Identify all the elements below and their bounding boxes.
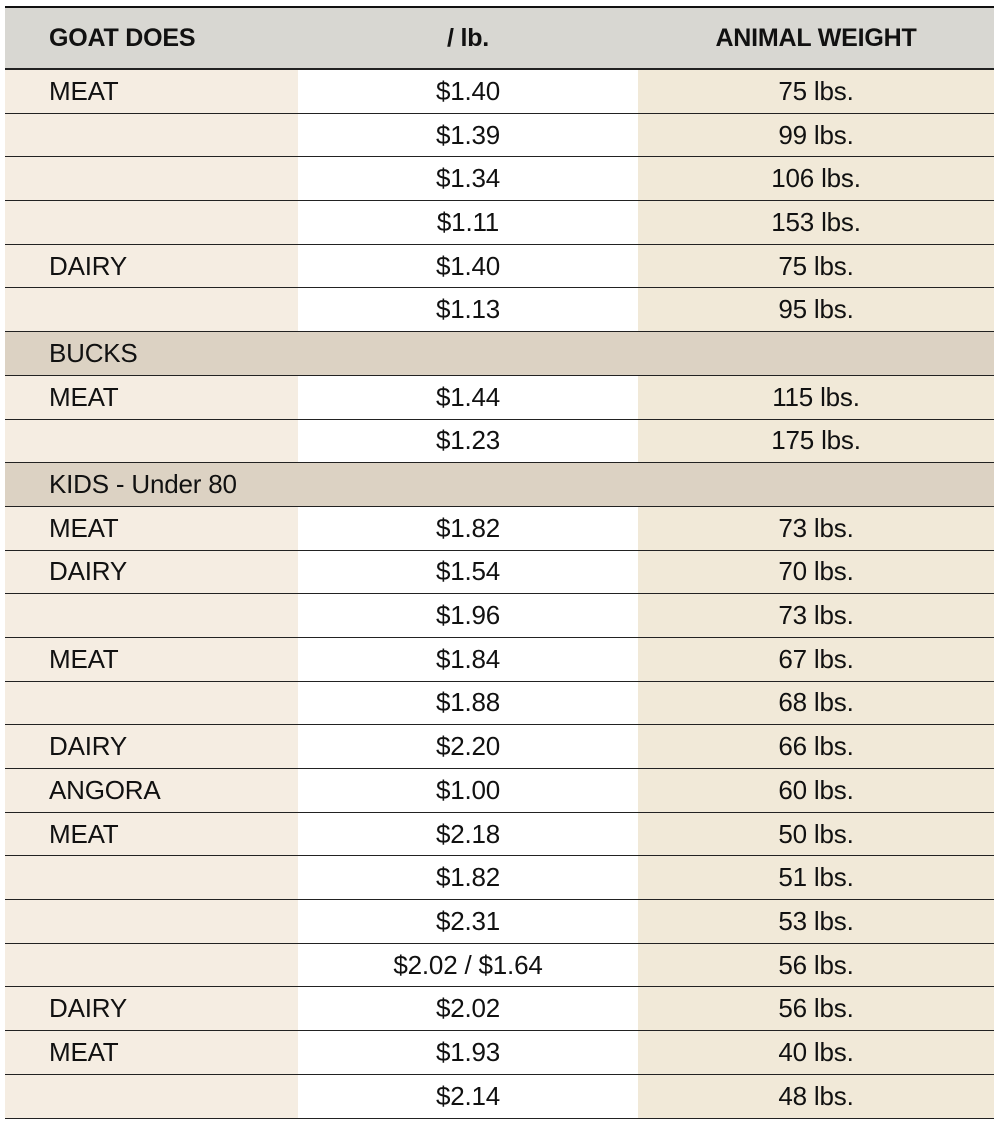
weight-cell: 175 lbs. [638, 419, 994, 463]
price-cell: $1.84 [298, 637, 638, 681]
category-cell [5, 419, 298, 463]
weight-cell: 51 lbs. [638, 856, 994, 900]
price-cell: $1.40 [298, 244, 638, 288]
price-cell: $2.31 [298, 900, 638, 943]
table-row: $1.11 153 lbs. [5, 201, 994, 245]
price-cell: $2.18 [298, 812, 638, 856]
category-cell: DAIRY [5, 725, 298, 768]
weight-cell: 40 lbs. [638, 1031, 994, 1074]
table-row: $1.34 106 lbs. [5, 157, 994, 202]
table-row: $2.31 53 lbs. [5, 900, 994, 944]
price-cell: $1.11 [298, 201, 638, 244]
weight-cell: 56 lbs. [638, 987, 994, 1031]
table-row: $1.13 95 lbs. [5, 288, 994, 333]
weight-cell: 75 lbs. [638, 244, 994, 288]
price-cell: $1.44 [298, 375, 638, 419]
price-cell: $1.93 [298, 1031, 638, 1074]
category-cell: MEAT [5, 375, 298, 419]
price-cell: $1.00 [298, 769, 638, 812]
table-row: $1.82 51 lbs. [5, 856, 994, 901]
table-row: DAIRY $1.54 70 lbs. [5, 550, 994, 595]
category-cell: DAIRY [5, 550, 298, 594]
weight-cell: 95 lbs. [638, 288, 994, 332]
category-cell: MEAT [5, 70, 298, 113]
table-row: $2.02 / $1.64 56 lbs. [5, 943, 994, 988]
category-cell: ANGORA [5, 769, 298, 812]
weight-cell: 115 lbs. [638, 375, 994, 419]
section-row: KIDS - Under 80 [5, 463, 994, 507]
table-row: DAIRY $1.40 75 lbs. [5, 244, 994, 289]
category-cell: MEAT [5, 637, 298, 681]
weight-cell: 60 lbs. [638, 769, 994, 812]
category-cell [5, 157, 298, 201]
weight-cell: 73 lbs. [638, 506, 994, 550]
category-cell [5, 856, 298, 900]
category-cell [5, 900, 298, 943]
weight-cell: 48 lbs. [638, 1074, 994, 1118]
table-row: $1.96 73 lbs. [5, 594, 994, 638]
price-cell: $2.02 / $1.64 [298, 943, 638, 987]
price-cell: $1.23 [298, 419, 638, 463]
price-cell: $1.88 [298, 681, 638, 725]
weight-cell: 66 lbs. [638, 725, 994, 768]
table-row: MEAT $1.93 40 lbs. [5, 1031, 994, 1075]
price-cell: $1.13 [298, 288, 638, 332]
weight-cell: 50 lbs. [638, 812, 994, 856]
header-goat-does: GOAT DOES [49, 23, 196, 52]
price-cell: $2.20 [298, 725, 638, 768]
section-label: KIDS - Under 80 [49, 469, 237, 500]
table-header: GOAT DOES / lb. ANIMAL WEIGHT [5, 8, 994, 70]
category-cell [5, 1074, 298, 1118]
table-row: MEAT $1.82 73 lbs. [5, 506, 994, 551]
weight-cell: 73 lbs. [638, 594, 994, 637]
category-cell: MEAT [5, 1031, 298, 1074]
category-cell [5, 594, 298, 637]
table-row: MEAT $1.44 115 lbs. [5, 375, 994, 420]
category-cell: MEAT [5, 506, 298, 550]
section-label: BUCKS [49, 337, 138, 368]
price-cell: $1.82 [298, 506, 638, 550]
price-cell: $2.02 [298, 987, 638, 1031]
category-cell: DAIRY [5, 244, 298, 288]
price-table: GOAT DOES / lb. ANIMAL WEIGHT MEAT $1.40 7… [5, 6, 994, 1119]
weight-cell: 53 lbs. [638, 900, 994, 943]
table-row: $1.23 175 lbs. [5, 419, 994, 464]
table-row: DAIRY $2.20 66 lbs. [5, 725, 994, 769]
weight-cell: 70 lbs. [638, 550, 994, 594]
table-row: $1.39 99 lbs. [5, 113, 994, 158]
table-body: MEAT $1.40 75 lbs. $1.39 99 lbs. $1.34 106 lbs… [5, 70, 994, 1119]
table-row: $2.14 48 lbs. [5, 1074, 994, 1119]
price-cell: $1.39 [298, 113, 638, 157]
price-cell: $1.34 [298, 157, 638, 201]
category-cell [5, 943, 298, 987]
category-cell: MEAT [5, 812, 298, 856]
header-animal-weight: ANIMAL WEIGHT [715, 23, 917, 52]
weight-cell: 68 lbs. [638, 681, 994, 725]
price-cell: $2.14 [298, 1074, 638, 1118]
table-row: ANGORA $1.00 60 lbs. [5, 769, 994, 813]
category-cell [5, 681, 298, 725]
weight-cell: 75 lbs. [638, 70, 994, 113]
weight-cell: 153 lbs. [638, 201, 994, 244]
table-row: MEAT $1.84 67 lbs. [5, 637, 994, 682]
table-row: DAIRY $2.02 56 lbs. [5, 987, 994, 1032]
category-cell: DAIRY [5, 987, 298, 1031]
section-row: BUCKS [5, 332, 994, 376]
weight-cell: 67 lbs. [638, 637, 994, 681]
table-row: MEAT $1.40 75 lbs. [5, 70, 994, 114]
price-cell: $1.54 [298, 550, 638, 594]
price-cell: $1.82 [298, 856, 638, 900]
category-cell [5, 201, 298, 244]
weight-cell: 99 lbs. [638, 113, 994, 157]
weight-cell: 56 lbs. [638, 943, 994, 987]
header-price-per-lb: / lb. [446, 23, 490, 52]
price-cell: $1.96 [298, 594, 638, 637]
category-cell [5, 288, 298, 332]
price-cell: $1.40 [298, 70, 638, 113]
table-row: MEAT $2.18 50 lbs. [5, 812, 994, 857]
table-row: $1.88 68 lbs. [5, 681, 994, 726]
category-cell [5, 113, 298, 157]
weight-cell: 106 lbs. [638, 157, 994, 201]
